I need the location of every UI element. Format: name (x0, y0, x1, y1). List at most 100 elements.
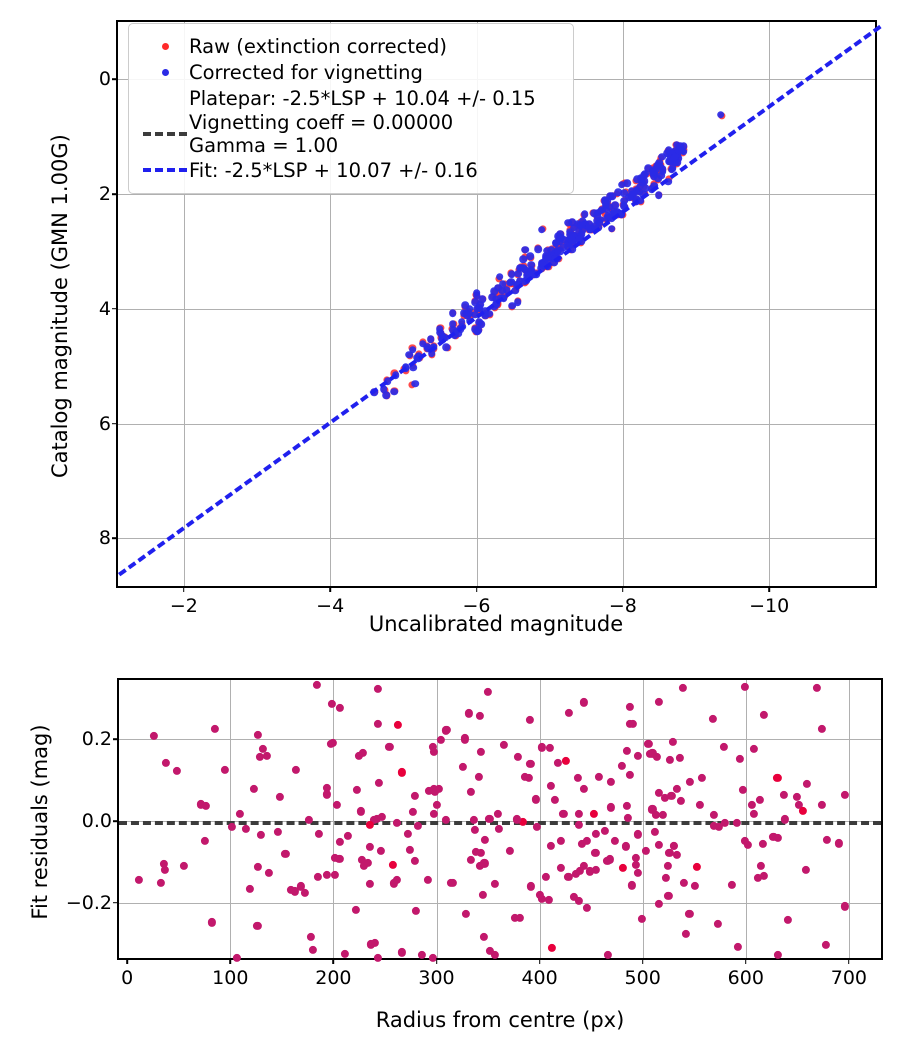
residual-point (358, 749, 367, 758)
residual-point (322, 783, 331, 792)
residual-point (637, 914, 646, 923)
tickmark-y (112, 193, 118, 195)
residual-point (485, 814, 494, 823)
residual-point (662, 873, 671, 882)
residual-point (606, 803, 615, 812)
legend-handle (141, 62, 189, 82)
residual-point (475, 862, 484, 871)
gridline-horizontal (118, 538, 875, 540)
residual-point (783, 916, 792, 925)
residual-point (728, 880, 737, 890)
residual-point (626, 719, 635, 729)
data-point-corrected (601, 195, 609, 204)
residual-point (505, 846, 514, 856)
residual-point (642, 847, 651, 856)
data-point-corrected (602, 205, 611, 214)
data-point-corrected (542, 246, 551, 255)
data-point-corrected (493, 299, 501, 308)
legend-entry: Raw (extinction corrected) (141, 33, 561, 59)
residual-point (429, 747, 438, 756)
residual-point (734, 942, 743, 951)
residual-point (312, 681, 321, 690)
legend-label-line: Fit: -2.5*LSP + 10.07 +/- 0.16 (189, 158, 478, 182)
legend-handle (141, 88, 189, 108)
residual-point (429, 785, 438, 794)
legend-entry: Platepar: -2.5*LSP + 10.04 +/- 0.15 (141, 85, 561, 111)
gridline-vertical (769, 22, 771, 586)
residual-point (654, 899, 663, 908)
residual-point (493, 809, 503, 818)
residual-point (486, 947, 495, 956)
data-point-corrected (568, 218, 576, 226)
tick-label-x: 0 (121, 967, 134, 989)
residual-point (773, 774, 782, 783)
residual-point (377, 812, 386, 821)
data-point-corrected (564, 218, 572, 227)
data-point-corrected (608, 225, 616, 233)
residual-point (526, 715, 535, 724)
data-point-corrected (617, 210, 625, 218)
residual-point (644, 739, 653, 748)
residual-point (466, 787, 476, 796)
residual-point (570, 892, 579, 901)
gridline-vertical (230, 680, 232, 958)
data-point-corrected (671, 159, 679, 167)
residual-point (550, 795, 559, 804)
data-point-corrected (664, 177, 672, 186)
residual-point (410, 791, 419, 800)
residual-point (490, 950, 500, 959)
tickmark-x (332, 958, 335, 964)
data-point-corrected (680, 142, 688, 151)
data-point-corrected (475, 318, 484, 326)
gridline-vertical (330, 22, 332, 586)
residual-point (628, 881, 637, 890)
data-point-corrected (480, 309, 489, 318)
residual-point (329, 738, 338, 748)
tickmark-x (745, 958, 747, 964)
data-point-corrected (551, 254, 560, 263)
residual-point (650, 828, 659, 837)
residual-point (227, 823, 236, 832)
legend-label: Platepar: -2.5*LSP + 10.04 +/- 0.15 (189, 87, 536, 110)
tickmark-y (112, 308, 118, 310)
residual-point (840, 790, 849, 800)
data-point-corrected (544, 262, 552, 270)
residual-point (841, 902, 850, 911)
residual-point (253, 921, 262, 930)
data-point-corrected (575, 235, 583, 244)
residual-point (448, 878, 457, 887)
residual-point (335, 854, 344, 864)
data-point-corrected (556, 247, 564, 256)
tickmark-y (113, 738, 119, 741)
residual-point (403, 830, 412, 839)
residual-point (458, 763, 467, 772)
residual-point (478, 890, 487, 899)
residual-point (531, 795, 540, 804)
data-point-corrected (528, 270, 537, 278)
residual-point (335, 837, 345, 846)
data-point-corrected (478, 295, 486, 303)
residual-point (733, 818, 742, 828)
residual-point (604, 951, 613, 960)
corrected-marker-icon (161, 68, 169, 76)
residual-point (397, 768, 407, 777)
data-point-corrected (560, 235, 568, 244)
residual-point (676, 796, 685, 805)
tick-label-x: 500 (624, 967, 661, 989)
tickmark-x (435, 958, 438, 964)
residual-point (156, 879, 165, 888)
residual-point (633, 830, 642, 839)
data-point-corrected (508, 301, 516, 310)
residual-point (256, 753, 265, 762)
residual-point (779, 791, 788, 800)
data-point-corrected (382, 391, 391, 399)
residual-point (685, 778, 694, 787)
residual-point (747, 800, 756, 809)
data-point-corrected (620, 189, 629, 197)
residual-point (526, 759, 535, 768)
residual-point (442, 726, 452, 735)
residual-point (537, 743, 546, 752)
residual-point (425, 787, 434, 796)
tick-label-y: 2 (98, 183, 111, 206)
data-point-corrected (514, 280, 523, 288)
